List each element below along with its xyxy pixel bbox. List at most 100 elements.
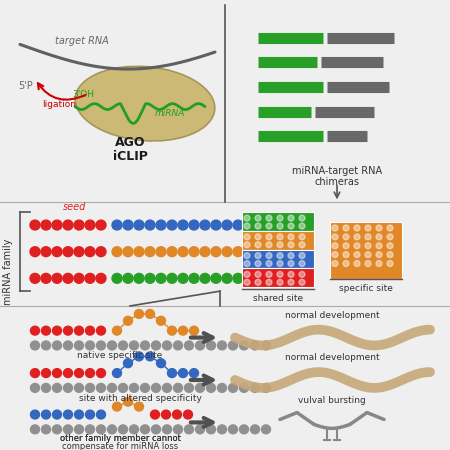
Circle shape <box>86 341 94 350</box>
Circle shape <box>157 316 166 325</box>
Circle shape <box>162 383 171 392</box>
Text: normal development: normal development <box>285 311 379 320</box>
Text: 3'OH: 3'OH <box>72 90 94 99</box>
Circle shape <box>189 326 198 335</box>
Circle shape <box>255 261 261 266</box>
Circle shape <box>299 252 305 259</box>
Circle shape <box>174 383 183 392</box>
Circle shape <box>288 242 294 248</box>
Circle shape <box>74 274 84 283</box>
Circle shape <box>152 383 161 392</box>
Circle shape <box>135 310 144 319</box>
Circle shape <box>244 261 250 266</box>
Circle shape <box>229 383 238 392</box>
Circle shape <box>299 215 305 221</box>
Circle shape <box>112 247 122 256</box>
Circle shape <box>179 369 188 378</box>
Circle shape <box>123 359 132 368</box>
Circle shape <box>299 242 305 248</box>
Circle shape <box>140 341 149 350</box>
Circle shape <box>261 341 270 350</box>
Circle shape <box>63 425 72 434</box>
Circle shape <box>207 425 216 434</box>
Circle shape <box>266 234 272 240</box>
Circle shape <box>75 410 84 419</box>
Circle shape <box>74 220 84 230</box>
Circle shape <box>41 425 50 434</box>
Circle shape <box>266 215 272 221</box>
Circle shape <box>135 402 144 411</box>
Circle shape <box>31 326 40 335</box>
Circle shape <box>343 243 349 249</box>
Circle shape <box>167 274 177 283</box>
Circle shape <box>233 247 243 256</box>
Circle shape <box>343 261 349 266</box>
Circle shape <box>41 369 50 378</box>
Circle shape <box>277 279 283 285</box>
Circle shape <box>30 220 40 230</box>
Circle shape <box>229 341 238 350</box>
Circle shape <box>288 252 294 259</box>
Circle shape <box>134 247 144 256</box>
Circle shape <box>200 274 210 283</box>
Bar <box>330 222 402 279</box>
Circle shape <box>157 359 166 368</box>
Circle shape <box>53 369 62 378</box>
Text: miRNA: miRNA <box>155 109 185 118</box>
Circle shape <box>75 369 84 378</box>
Circle shape <box>288 279 294 285</box>
Circle shape <box>150 410 159 419</box>
Circle shape <box>354 225 360 231</box>
Circle shape <box>255 220 265 230</box>
Circle shape <box>251 383 260 392</box>
Circle shape <box>152 341 161 350</box>
Circle shape <box>288 261 294 266</box>
Circle shape <box>217 341 226 350</box>
Circle shape <box>53 341 62 350</box>
Circle shape <box>354 261 360 266</box>
Circle shape <box>244 215 250 221</box>
Circle shape <box>255 234 261 240</box>
Circle shape <box>211 247 221 256</box>
Circle shape <box>123 247 133 256</box>
Circle shape <box>156 220 166 230</box>
Circle shape <box>189 247 199 256</box>
Circle shape <box>108 425 117 434</box>
Circle shape <box>332 252 338 257</box>
Circle shape <box>266 242 272 248</box>
Circle shape <box>41 247 51 256</box>
Circle shape <box>53 326 62 335</box>
Circle shape <box>30 274 40 283</box>
Circle shape <box>140 383 149 392</box>
Circle shape <box>108 341 117 350</box>
Circle shape <box>41 274 51 283</box>
Circle shape <box>222 274 232 283</box>
Circle shape <box>255 242 261 248</box>
Circle shape <box>75 326 84 335</box>
Circle shape <box>387 225 393 231</box>
Circle shape <box>387 261 393 266</box>
Circle shape <box>195 425 204 434</box>
Circle shape <box>277 252 283 259</box>
Circle shape <box>277 271 283 277</box>
Circle shape <box>96 410 105 419</box>
Circle shape <box>52 247 62 256</box>
Circle shape <box>266 220 276 230</box>
Circle shape <box>167 220 177 230</box>
Text: normal development: normal development <box>285 353 379 362</box>
Circle shape <box>96 247 106 256</box>
Text: seed: seed <box>63 202 87 212</box>
Circle shape <box>299 234 305 240</box>
Circle shape <box>184 410 193 419</box>
Circle shape <box>376 234 382 240</box>
Circle shape <box>63 369 72 378</box>
Text: ligation: ligation <box>42 99 76 108</box>
Circle shape <box>156 274 166 283</box>
Circle shape <box>343 225 349 231</box>
Circle shape <box>152 425 161 434</box>
Circle shape <box>112 369 122 378</box>
Circle shape <box>277 261 283 266</box>
Circle shape <box>244 252 250 259</box>
Circle shape <box>31 369 40 378</box>
Circle shape <box>255 215 261 221</box>
